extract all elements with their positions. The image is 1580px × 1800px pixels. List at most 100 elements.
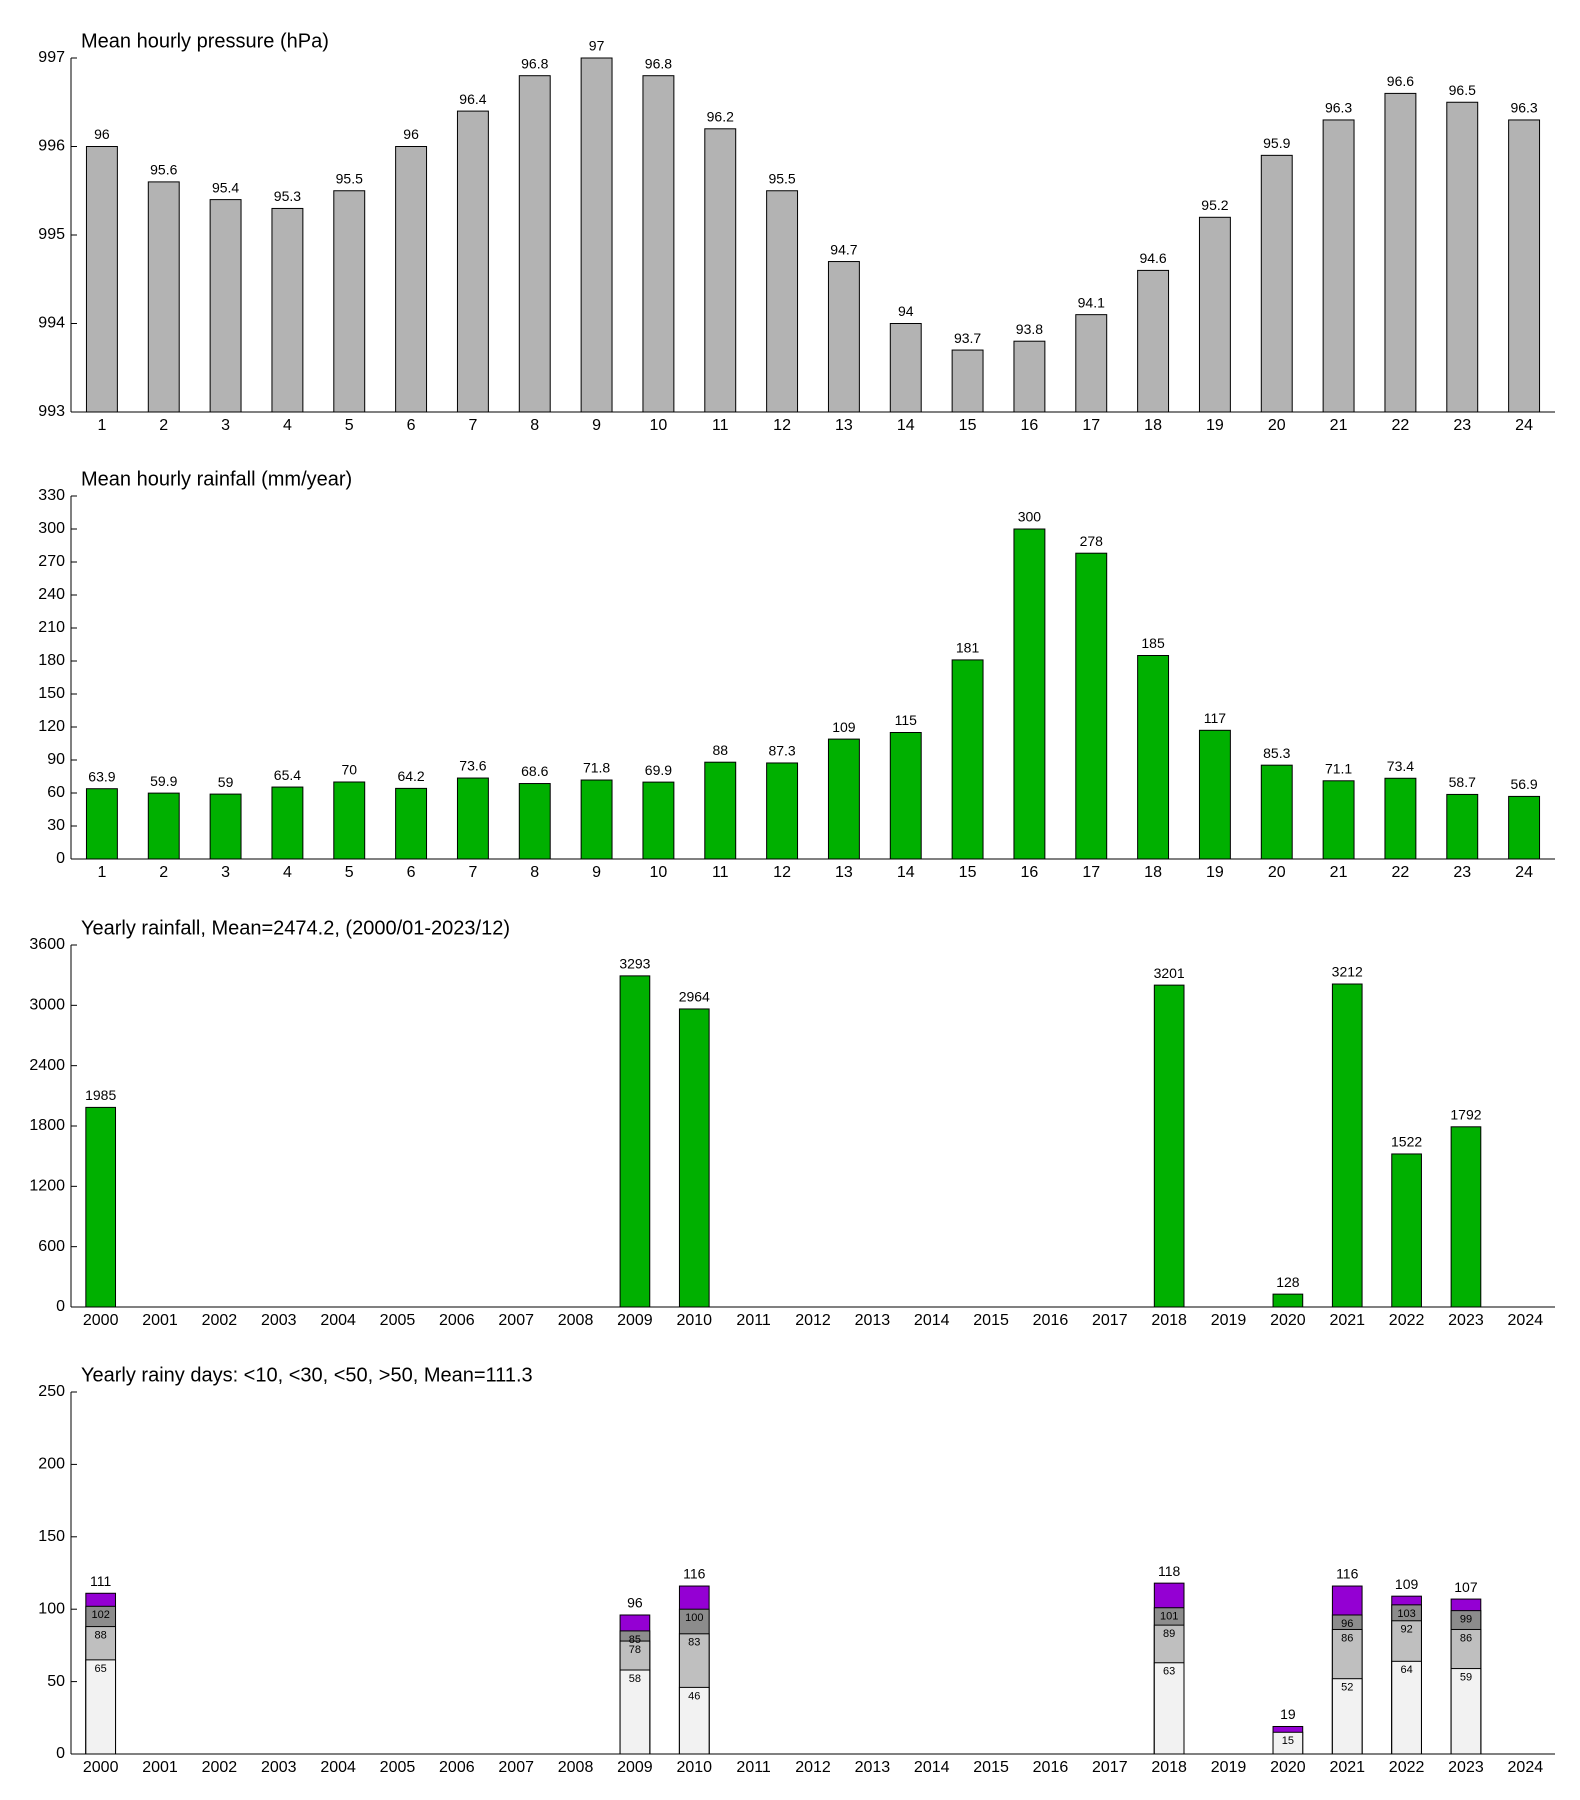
x-tick-label: 2017 (1092, 1759, 1128, 1776)
bar (1137, 269, 1170, 413)
bar (1272, 1293, 1304, 1308)
bar (1446, 793, 1479, 860)
x-tick-label: 2022 (1389, 1312, 1425, 1329)
bar (1198, 729, 1231, 860)
y-tick-label: 0 (56, 1745, 65, 1762)
y-tick-label: 240 (38, 586, 65, 603)
x-tick-label: 2013 (855, 1759, 891, 1776)
x-tick-label: 18 (1144, 864, 1162, 881)
x-tick-label: 2 (159, 864, 168, 881)
x-tick-label: 2020 (1270, 1312, 1306, 1329)
value-label: 56.9 (1510, 776, 1537, 792)
bar (889, 323, 922, 413)
x-tick-label: 2000 (83, 1759, 119, 1776)
y-tick-label: 3000 (29, 997, 65, 1014)
x-tick-label: 2017 (1092, 1312, 1128, 1329)
bar (85, 788, 118, 860)
x-tick-label: 2000 (83, 1312, 119, 1329)
x-tick-label: 2024 (1508, 1312, 1544, 1329)
x-tick-label: 3 (221, 864, 230, 881)
y-tick-label: 330 (38, 487, 65, 504)
segment-label: 52 (1341, 1682, 1353, 1694)
x-tick-label: 23 (1453, 864, 1471, 881)
bar (1198, 216, 1231, 413)
value-label: 95.9 (1263, 135, 1290, 151)
y-tick-label: 250 (38, 1383, 65, 1400)
x-tick-label: 18 (1144, 417, 1162, 434)
x-tick-label: 2022 (1389, 1759, 1425, 1776)
bar (333, 781, 366, 860)
x-tick-label: 19 (1206, 864, 1224, 881)
value-label: 3201 (1154, 965, 1185, 981)
bar (951, 349, 984, 413)
segment-label: 99 (1460, 1614, 1472, 1626)
value-label: 95.3 (274, 188, 301, 204)
bar (704, 761, 737, 860)
value-label: 96.4 (459, 91, 486, 107)
chart-title: Mean hourly rainfall (mm/year) (81, 468, 352, 490)
value-label: 93.7 (954, 330, 981, 346)
x-tick-label: 10 (650, 864, 668, 881)
bar (1508, 795, 1541, 860)
bar (580, 779, 613, 860)
y-tick-label: 0 (56, 850, 65, 867)
x-tick-label: 6 (407, 864, 416, 881)
value-label: 88 (712, 742, 728, 758)
value-label: 278 (1080, 533, 1104, 549)
bar (1384, 92, 1417, 413)
y-tick-label: 0 (56, 1298, 65, 1315)
x-tick-label: 2002 (202, 1759, 238, 1776)
bar (85, 146, 118, 413)
bar (1153, 1662, 1185, 1755)
x-tick-label: 16 (1021, 417, 1039, 434)
x-tick-label: 2011 (736, 1312, 771, 1329)
y-tick-label: 600 (38, 1238, 65, 1255)
x-tick-label: 11 (712, 864, 729, 881)
x-tick-label: 2015 (973, 1759, 1009, 1776)
x-tick-label: 2020 (1270, 1759, 1306, 1776)
bar (1384, 777, 1417, 860)
x-tick-label: 2008 (558, 1759, 594, 1776)
x-tick-label: 2003 (261, 1312, 297, 1329)
value-label: 96 (627, 1595, 643, 1611)
x-tick-label: 5 (345, 417, 354, 434)
x-tick-label: 1 (97, 417, 106, 434)
x-tick-label: 3 (221, 417, 230, 434)
segment-label: 58 (629, 1673, 641, 1685)
x-tick-label: 2010 (676, 1759, 712, 1776)
x-tick-label: 2014 (914, 1759, 950, 1776)
bar (1450, 1126, 1482, 1308)
x-tick-label: 2006 (439, 1759, 475, 1776)
segment-label: 101 (1160, 1611, 1178, 1623)
x-tick-label: 12 (773, 864, 791, 881)
bar (1153, 984, 1185, 1308)
value-label: 96.5 (1449, 82, 1476, 98)
value-label: 3212 (1332, 964, 1363, 980)
y-tick-label: 997 (38, 49, 65, 66)
bar (642, 781, 675, 860)
x-tick-label: 4 (283, 417, 292, 434)
x-tick-label: 2016 (1033, 1759, 1069, 1776)
x-tick-label: 2009 (617, 1312, 653, 1329)
y-tick-label: 3600 (29, 936, 65, 953)
bar (518, 75, 551, 413)
x-tick-label: 2012 (795, 1312, 831, 1329)
x-tick-label: 11 (712, 417, 729, 434)
y-tick-label: 300 (38, 520, 65, 537)
y-tick-label: 993 (38, 403, 65, 420)
value-label: 63.9 (88, 768, 115, 784)
x-tick-label: 2005 (380, 1759, 416, 1776)
x-tick-label: 2007 (498, 1312, 534, 1329)
bar (518, 783, 551, 860)
bar (951, 659, 984, 860)
segment-label: 85 (629, 1634, 641, 1646)
bar (1013, 340, 1046, 413)
x-tick-label: 24 (1515, 864, 1533, 881)
bar (704, 128, 737, 413)
y-tick-label: 210 (38, 619, 65, 636)
value-label: 95.2 (1201, 197, 1228, 213)
bar (147, 181, 180, 413)
x-tick-label: 2002 (202, 1312, 238, 1329)
value-label: 1985 (85, 1087, 116, 1103)
value-label: 93.8 (1016, 321, 1043, 337)
